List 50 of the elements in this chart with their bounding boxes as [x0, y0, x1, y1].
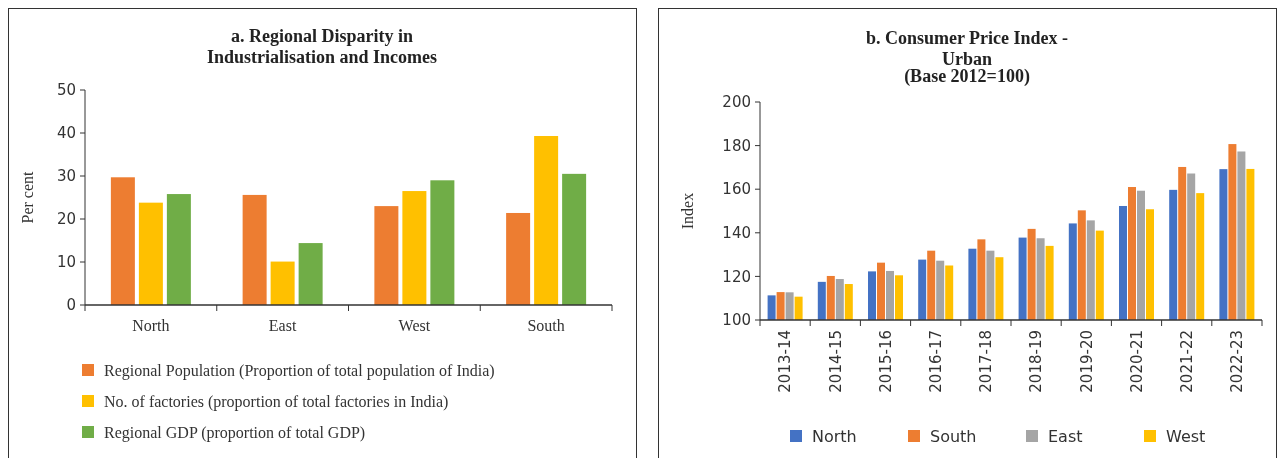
legend-label: Regional Population (Proportion of total population of India) — [104, 361, 495, 380]
legend-label: West — [1166, 426, 1206, 446]
chart-title: a. Regional Disparity in Industrialisation and Incomes — [206, 26, 438, 67]
bar — [506, 212, 531, 305]
bar — [166, 194, 191, 305]
y-tick-label: 140 — [722, 224, 751, 243]
legend-label: Regional GDP (proportion of total GDP) — [104, 423, 366, 442]
bar — [242, 194, 267, 305]
x-tick-label: East — [268, 317, 297, 334]
legend-label: No. of factories (proportion of total factories in India) — [104, 392, 449, 411]
x-tick-label: 2022-23 — [1228, 330, 1247, 393]
legend-label: South — [930, 426, 977, 446]
x-tick-label: South — [527, 317, 565, 334]
x-tick-label: 2016-17 — [926, 330, 945, 393]
y-tick-label: 50 — [56, 81, 76, 100]
x-tick-label: 2021-22 — [1177, 330, 1196, 393]
y-tick-label: 30 — [56, 167, 76, 186]
x-tick-label: 2017-18 — [977, 330, 996, 393]
y-tick-label: 100 — [722, 311, 751, 330]
bar — [430, 180, 455, 305]
bar — [402, 191, 427, 305]
y-tick-label: 160 — [722, 180, 751, 199]
bar — [270, 261, 295, 305]
legend-label: North — [812, 426, 857, 446]
bar — [374, 206, 399, 305]
bar — [110, 177, 135, 305]
x-tick-label: 2019-20 — [1077, 330, 1096, 393]
x-tick-label: 2018-19 — [1027, 330, 1046, 393]
x-tick-label: 2014-15 — [826, 330, 845, 393]
legend-label: East — [1048, 426, 1083, 446]
bar — [562, 173, 587, 305]
y-tick-label: 0 — [66, 296, 76, 315]
y-axis-title: Index — [679, 192, 696, 230]
chart-subtitle: (Base 2012=100) — [904, 66, 1030, 87]
bar — [534, 136, 559, 305]
x-tick-label: 2013-14 — [776, 330, 795, 393]
y-tick-label: 200 — [722, 93, 751, 112]
bar — [138, 202, 163, 305]
chart-title: b. Consumer Price Index - Urban — [865, 28, 1069, 69]
x-tick-label: North — [132, 317, 170, 334]
y-tick-label: 120 — [722, 267, 751, 286]
x-tick-label: 2020-21 — [1127, 330, 1146, 393]
y-axis-title: Per cent — [19, 170, 36, 224]
bar — [298, 243, 323, 305]
x-tick-label: West — [398, 317, 431, 334]
y-tick-label: 40 — [56, 124, 76, 143]
x-tick-label: 2015-16 — [876, 330, 895, 393]
y-tick-label: 180 — [722, 136, 751, 155]
y-tick-label: 10 — [56, 253, 76, 272]
y-tick-label: 20 — [56, 210, 76, 229]
